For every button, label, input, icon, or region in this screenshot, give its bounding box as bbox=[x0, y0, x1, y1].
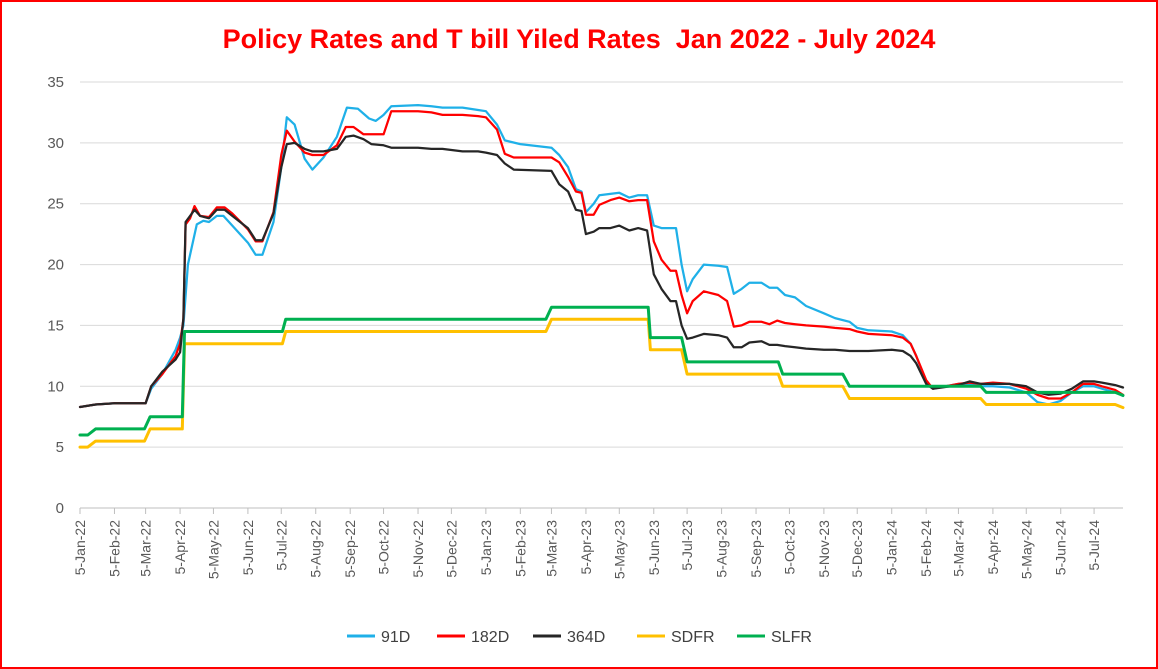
y-tick-label: 25 bbox=[47, 196, 64, 213]
legend-entry-182d: 182D bbox=[437, 629, 509, 646]
x-tick-label: 5-Oct-23 bbox=[781, 520, 797, 575]
x-tick-label: 5-Nov-22 bbox=[410, 520, 426, 578]
legend-label: 182D bbox=[471, 629, 509, 646]
y-tick-label: 0 bbox=[56, 500, 64, 517]
y-tick-label: 15 bbox=[47, 317, 64, 334]
y-tick-label: 10 bbox=[47, 378, 64, 395]
x-tick-label: 5-Nov-23 bbox=[816, 520, 832, 578]
x-tick-label: 5-Dec-23 bbox=[849, 520, 865, 578]
series-line-91d bbox=[78, 103, 1125, 409]
x-tick-label: 5-Feb-24 bbox=[918, 520, 934, 577]
x-tick-label: 5-Sep-23 bbox=[748, 520, 764, 578]
legend-entry-91d: 91D bbox=[347, 629, 410, 646]
x-tick-label: 5-May-24 bbox=[1018, 520, 1034, 579]
chart-title: Policy Rates and T bill Yiled Rates Jan … bbox=[222, 24, 936, 54]
x-tick-label: 5-Jan-23 bbox=[478, 520, 494, 575]
x-tick-label: 5-Jul-22 bbox=[273, 520, 289, 571]
x-tick-label: 5-Jun-24 bbox=[1053, 520, 1069, 575]
x-tick-label: 5-Jul-23 bbox=[679, 520, 695, 571]
y-tick-label: 35 bbox=[47, 74, 64, 91]
x-tick-label: 5-Aug-23 bbox=[714, 520, 730, 578]
legend-label: 364D bbox=[567, 629, 605, 646]
x-tick-label: 5-Jul-24 bbox=[1086, 520, 1102, 571]
x-tick-label: 5-Jun-22 bbox=[240, 520, 256, 575]
x-tick-label: 5-Dec-22 bbox=[443, 520, 459, 578]
gridlines bbox=[80, 81, 1123, 448]
legend: 91D 182D 364D SDFR SLFR bbox=[347, 629, 812, 646]
x-tick-label: 5-Sep-22 bbox=[342, 520, 358, 578]
legend-label: 91D bbox=[381, 629, 410, 646]
x-tick-label: 5-Apr-23 bbox=[578, 520, 594, 575]
x-tick-label: 5-Oct-22 bbox=[376, 520, 392, 575]
x-tick-label: 5-May-22 bbox=[205, 520, 221, 579]
x-tick-label: 5-Aug-22 bbox=[308, 520, 324, 578]
legend-label: SDFR bbox=[671, 629, 715, 646]
x-tick-label: 5-May-23 bbox=[611, 520, 627, 579]
series-line-364d bbox=[78, 134, 1125, 409]
y-tick-label: 20 bbox=[47, 257, 64, 274]
x-tick-label: 5-Feb-22 bbox=[106, 520, 122, 577]
series-line-182d bbox=[78, 110, 1125, 409]
y-tick-label: 30 bbox=[47, 135, 64, 152]
x-tick-label: 5-Mar-23 bbox=[543, 520, 559, 577]
legend-entry-sdfr: SDFR bbox=[637, 629, 715, 646]
x-tick-label: 5-Jan-22 bbox=[72, 520, 88, 575]
series-line-slfr bbox=[78, 305, 1125, 437]
x-tick-label: 5-Apr-22 bbox=[172, 520, 188, 575]
x-tick-label: 5-Mar-24 bbox=[950, 520, 966, 577]
legend-entry-slfr: SLFR bbox=[737, 629, 812, 646]
x-tick-label: 5-Mar-22 bbox=[138, 520, 154, 577]
x-tick-label: 5-Jun-23 bbox=[646, 520, 662, 575]
x-tick-label: 5-Jan-24 bbox=[884, 520, 900, 575]
legend-entry-364d: 364D bbox=[533, 629, 605, 646]
legend-label: SLFR bbox=[771, 629, 812, 646]
x-tick-label: 5-Feb-23 bbox=[512, 520, 528, 577]
y-tick-label: 5 bbox=[56, 439, 64, 456]
series-lines bbox=[78, 103, 1125, 449]
x-tick-label: 5-Apr-24 bbox=[985, 520, 1001, 575]
axes: 0 5 10 15 20 25 30 35 5-Jan-22 5-Feb-22 5-Mar-22 5-… bbox=[47, 74, 1123, 579]
